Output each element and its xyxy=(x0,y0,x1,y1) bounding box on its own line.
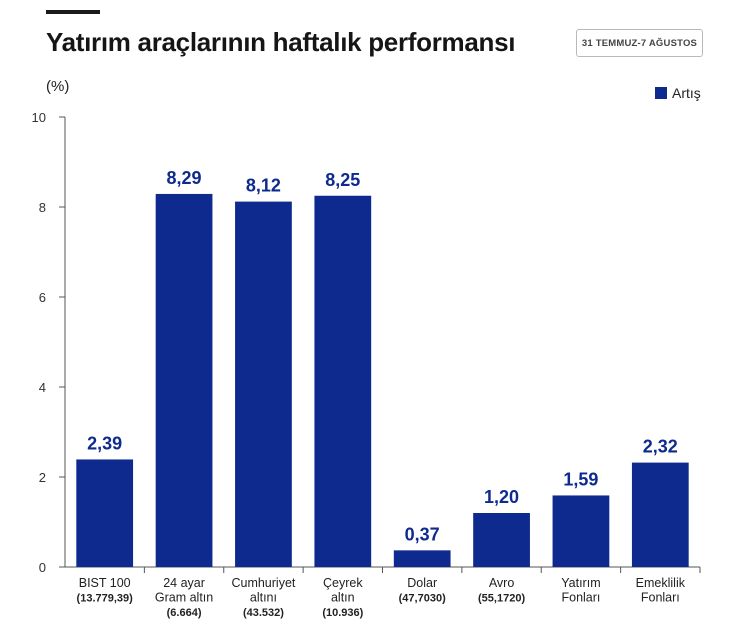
bar-value-label: 2,39 xyxy=(87,433,122,453)
y-tick-label: 4 xyxy=(39,380,46,395)
bar-value-label: 1,59 xyxy=(563,469,598,489)
y-tick-label: 0 xyxy=(39,560,46,575)
x-tick-label: (6.664) xyxy=(167,607,202,619)
x-tick-label: (10.936) xyxy=(322,607,363,619)
x-tick-label: (43.532) xyxy=(243,607,284,619)
bar xyxy=(552,495,610,567)
x-tick-label: Dolar xyxy=(407,576,437,590)
y-tick-label: 10 xyxy=(32,110,46,125)
x-tick-label: altını xyxy=(250,591,277,605)
bar-value-label: 1,20 xyxy=(484,487,519,507)
x-tick-label: Fonları xyxy=(561,591,600,605)
bar xyxy=(314,195,372,567)
y-tick-label: 2 xyxy=(39,470,46,485)
legend-label: Artış xyxy=(672,85,701,101)
bar-value-label: 0,37 xyxy=(405,524,440,544)
y-tick-label: 6 xyxy=(39,290,46,305)
bar xyxy=(155,193,213,567)
x-tick-label: Yatırım xyxy=(561,576,600,590)
legend-swatch xyxy=(655,87,667,99)
bar xyxy=(393,550,451,567)
x-tick-label: Avro xyxy=(489,576,515,590)
y-tick-label: 8 xyxy=(39,200,46,215)
x-tick-label: Fonları xyxy=(641,591,680,605)
chart-title: Yatırım araçlarının haftalık performansı xyxy=(46,27,516,57)
bar-value-label: 2,32 xyxy=(643,437,678,457)
bar xyxy=(76,459,134,567)
x-tick-label: (47,7030) xyxy=(399,593,446,605)
date-range-badge: 31 TEMMUZ-7 AĞUSTOS xyxy=(576,29,703,57)
x-tick-label: Emeklilik xyxy=(636,576,686,590)
x-tick-label: (55,1720) xyxy=(478,593,525,605)
y-axis-unit: (%) xyxy=(46,78,70,95)
legend: Artış xyxy=(655,85,701,101)
x-tick-label: altın xyxy=(331,591,355,605)
x-tick-label: BIST 100 xyxy=(79,576,131,590)
top-rule xyxy=(46,10,100,14)
bar-value-label: 8,12 xyxy=(246,176,281,196)
x-tick-label: Gram altın xyxy=(155,591,213,605)
x-tick-label: Çeyrek xyxy=(323,576,363,590)
bar xyxy=(473,513,530,567)
bar xyxy=(631,462,689,567)
bar-value-label: 8,25 xyxy=(325,170,360,190)
bar-value-label: 8,29 xyxy=(167,168,202,188)
bar xyxy=(235,201,292,567)
x-tick-label: 24 ayar xyxy=(163,576,205,590)
x-tick-label: (13.779,39) xyxy=(77,593,134,605)
x-tick-label: Cumhuriyet xyxy=(231,576,295,590)
